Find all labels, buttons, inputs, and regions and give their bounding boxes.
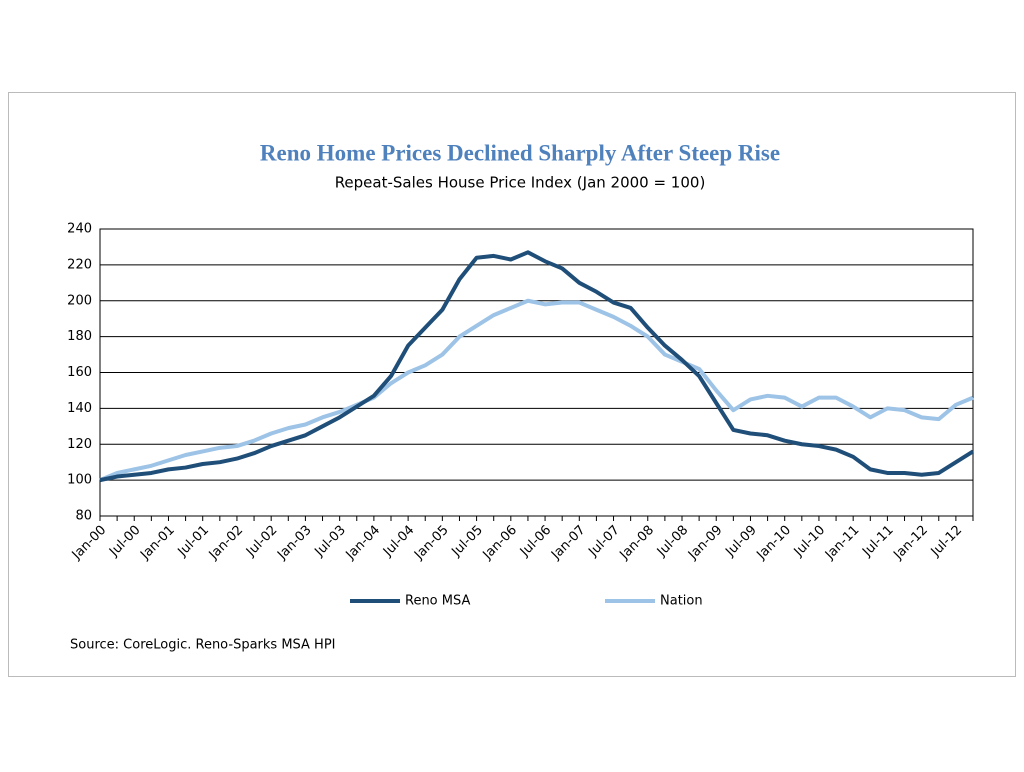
series-line <box>99 298 974 482</box>
y-tick-label: 80 <box>75 509 92 524</box>
chart-subtitle: Repeat-Sales House Price Index (Jan 2000… <box>335 174 706 192</box>
y-tick-label: 100 <box>67 473 92 488</box>
y-tick-label: 160 <box>67 365 92 380</box>
y-tick-label: 200 <box>67 293 92 308</box>
y-tick-label: 120 <box>67 437 92 452</box>
y-tick-label: 240 <box>67 222 92 237</box>
legend-label: Reno MSA <box>405 594 470 609</box>
source-note: Source: CoreLogic. Reno-Sparks MSA HPI <box>70 638 336 653</box>
y-tick-label: 180 <box>67 329 92 344</box>
y-tick-label: 220 <box>67 257 92 272</box>
y-tick-label: 140 <box>67 401 92 416</box>
series-line <box>99 250 975 483</box>
plot-frame <box>99 228 974 517</box>
legend-label: Nation <box>660 594 703 609</box>
chart-frame <box>8 92 1016 677</box>
chart-title: Reno Home Prices Declined Sharply After … <box>260 140 780 165</box>
